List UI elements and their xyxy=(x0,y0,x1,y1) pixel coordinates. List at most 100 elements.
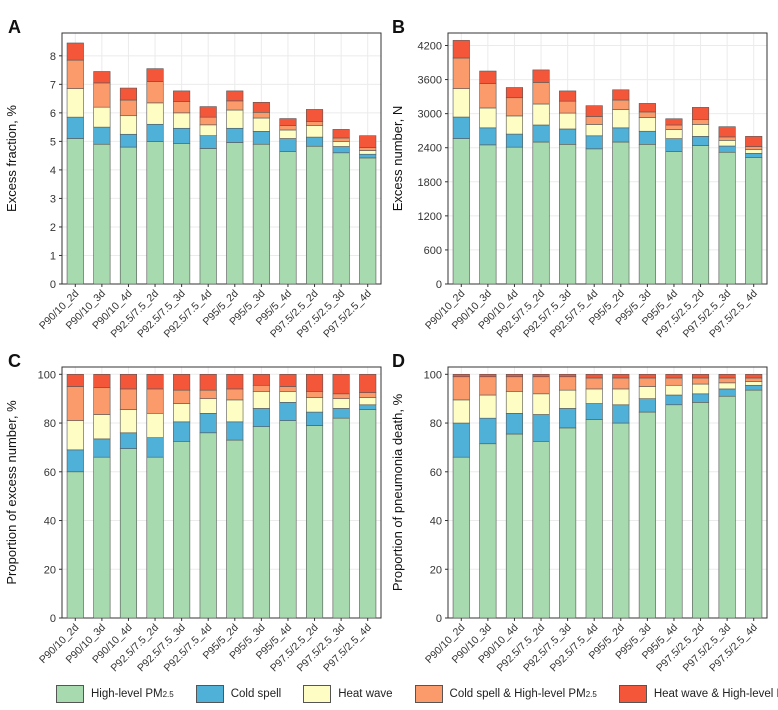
legend-subscript: 2.5 xyxy=(585,689,597,699)
bar-segment xyxy=(332,141,350,147)
bar-segment xyxy=(146,81,164,104)
bar-segment xyxy=(665,129,683,139)
bar-segment xyxy=(612,127,630,143)
bar-segment xyxy=(692,119,710,125)
bar-segment xyxy=(638,398,656,413)
y-tick-label: 100 xyxy=(424,369,442,381)
bar-segment xyxy=(359,397,377,406)
bar-segment xyxy=(252,117,270,132)
bar-segment xyxy=(93,438,111,458)
bar-segment xyxy=(718,374,736,379)
legend: High-level PM 2.5 Cold spell Heat wave Cold … xyxy=(56,682,778,706)
bar-segment xyxy=(479,107,497,129)
bar-segment xyxy=(745,381,763,386)
bar-segment xyxy=(279,386,297,392)
legend-label: Cold spell & High-level PM xyxy=(449,688,586,700)
bar-segment xyxy=(479,443,497,619)
bar-segment xyxy=(479,376,497,396)
bar-segment xyxy=(585,124,603,137)
y-tick-label: 1 xyxy=(50,250,56,262)
bar-segment xyxy=(66,138,84,285)
bar-segment xyxy=(93,106,111,128)
bar-segment xyxy=(306,125,324,138)
bar-segment xyxy=(479,83,497,109)
bar-segment xyxy=(612,422,630,619)
bar-segment xyxy=(226,399,244,423)
bar-segment xyxy=(359,147,377,151)
bar-segment xyxy=(718,388,736,397)
bar-segment xyxy=(279,138,297,152)
bar-segment xyxy=(718,382,736,390)
legend-swatch xyxy=(56,685,84,703)
bar-segment xyxy=(665,377,683,386)
bar-segment xyxy=(505,133,523,148)
legend-item: High-level PM 2.5 xyxy=(56,685,174,703)
bar-segment xyxy=(66,471,84,619)
y-tick-label: 0 xyxy=(436,613,442,625)
bar-segment xyxy=(665,374,683,379)
bar-segment xyxy=(638,111,656,118)
bar-segment xyxy=(226,100,244,111)
bar-segment xyxy=(66,116,84,139)
bar-segment xyxy=(226,421,244,441)
y-tick-label: 0 xyxy=(50,613,56,625)
bar-segment xyxy=(279,402,297,421)
bar-segment xyxy=(718,140,736,147)
bar-segment xyxy=(359,157,377,285)
bar-segment xyxy=(532,414,550,442)
y-tick-label: 8 xyxy=(50,51,56,63)
bar-segment xyxy=(66,59,84,89)
y-axis-label: Proportion of pneumonia death, % xyxy=(390,393,405,591)
bar-segment xyxy=(252,384,270,392)
bar-segment xyxy=(306,121,324,126)
bar-segment xyxy=(306,145,324,285)
bar-segment xyxy=(638,374,656,379)
bar-segment xyxy=(199,389,217,399)
y-axis-label: Proportion of excess number, % xyxy=(4,400,19,585)
bar-segment xyxy=(745,389,763,619)
bar-segment xyxy=(745,153,763,158)
legend-item: Cold spell xyxy=(195,685,281,703)
bar-segment xyxy=(173,441,191,619)
bar-segment xyxy=(479,394,497,419)
bar-segment xyxy=(559,427,577,619)
bar-segment xyxy=(692,393,710,403)
bar-segment xyxy=(479,417,497,445)
bar-segment xyxy=(306,425,324,619)
bar-segment xyxy=(119,87,137,101)
bar-segment xyxy=(332,393,350,399)
bar-segment xyxy=(559,374,577,378)
bar-segment xyxy=(332,374,350,395)
bar-segment xyxy=(332,146,350,154)
bar-segment xyxy=(452,374,470,378)
bar-segment xyxy=(252,111,270,119)
bar-segment xyxy=(505,374,523,378)
bar-segment xyxy=(173,143,191,285)
bar-segment xyxy=(638,411,656,619)
bar-segment xyxy=(119,146,137,285)
y-tick-label: 4 xyxy=(50,165,56,177)
y-tick-label: 1200 xyxy=(418,211,442,223)
bar-segment xyxy=(665,404,683,619)
panel-C: C 0 20 40 60 80 100 Proportion of excess number… xyxy=(4,351,382,674)
bar-segment xyxy=(692,374,710,379)
bar-segment xyxy=(665,151,683,285)
bar-segment xyxy=(173,101,191,114)
bar-segment xyxy=(226,127,244,143)
bar-segment xyxy=(252,102,270,113)
bar-segment xyxy=(252,391,270,409)
bar-segment xyxy=(119,374,137,390)
bar-segment xyxy=(665,138,683,152)
bar-segment xyxy=(279,374,297,387)
bar-segment xyxy=(146,68,164,82)
bar-segment xyxy=(93,143,111,285)
legend-item: Heat wave & High-level PM2.5 xyxy=(618,685,778,703)
bar-segment xyxy=(332,137,350,142)
bar-segment xyxy=(745,374,763,379)
bar-segment xyxy=(505,146,523,285)
bar-segment xyxy=(66,374,84,387)
bar-segment xyxy=(332,129,350,139)
bar-segment xyxy=(505,376,523,392)
bar-segment xyxy=(93,126,111,145)
